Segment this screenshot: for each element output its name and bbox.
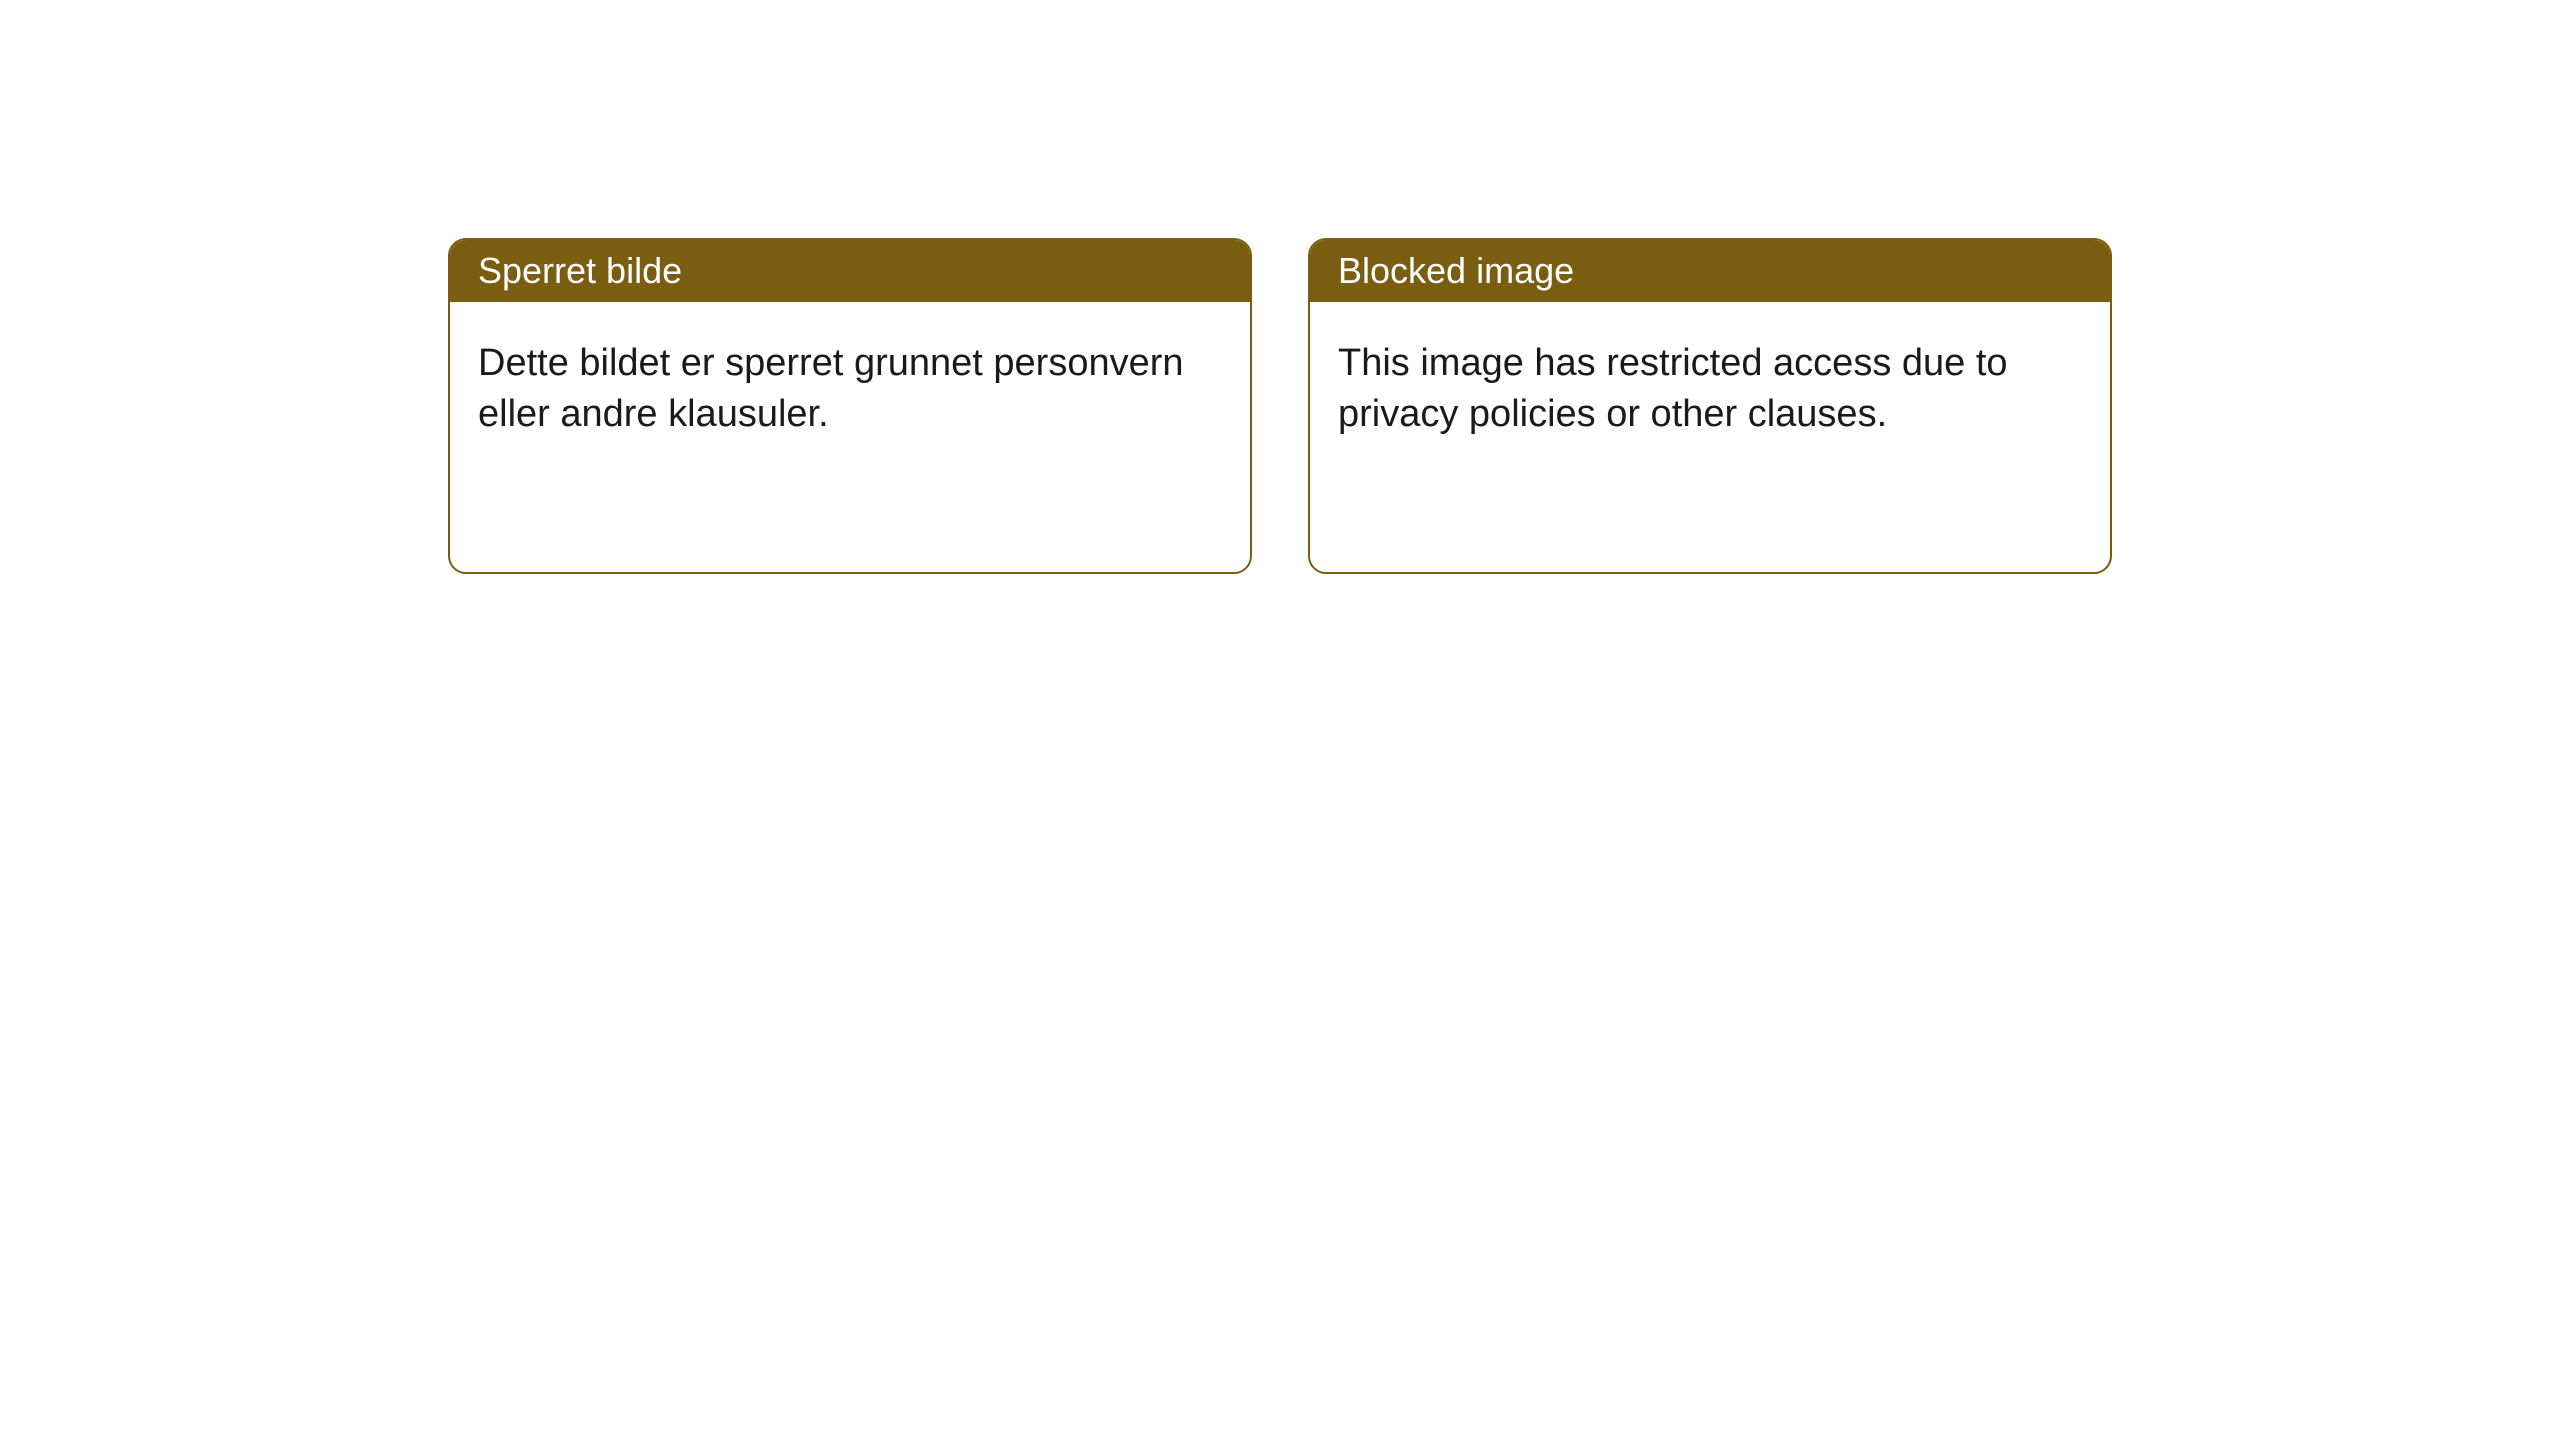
notice-card-norwegian: Sperret bilde Dette bildet er sperret gr… (448, 238, 1252, 574)
notice-body: Dette bildet er sperret grunnet personve… (450, 302, 1250, 572)
notice-card-english: Blocked image This image has restricted … (1308, 238, 2112, 574)
notice-container: Sperret bilde Dette bildet er sperret gr… (0, 0, 2560, 574)
notice-title: Sperret bilde (450, 240, 1250, 302)
notice-body: This image has restricted access due to … (1310, 302, 2110, 572)
notice-title: Blocked image (1310, 240, 2110, 302)
